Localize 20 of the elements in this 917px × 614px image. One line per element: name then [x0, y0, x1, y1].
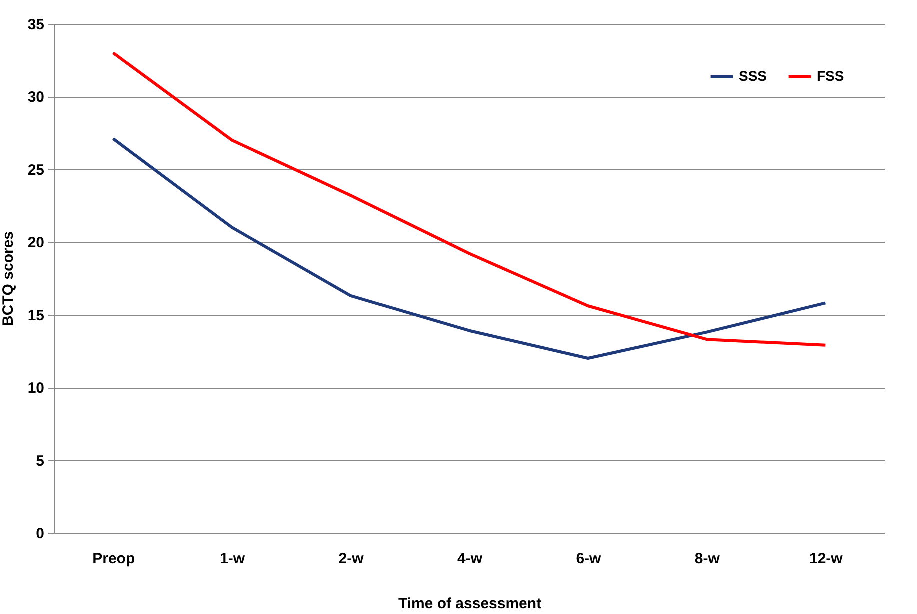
y-tick-label: 25: [28, 162, 44, 179]
x-tick-label: 12-w: [809, 550, 844, 568]
y-tick-label: 0: [36, 526, 44, 542]
line-series: [112, 137, 828, 360]
x-tick-label: 2-w: [338, 550, 364, 568]
x-tick-label: 1-w: [220, 550, 246, 568]
y-tick-label: 20: [28, 234, 44, 252]
x-tick-label: 8-w: [694, 550, 720, 568]
y-tick-label: 35: [28, 16, 44, 34]
y-axis-title: BCTQ scores: [0, 231, 17, 327]
y-tick-label: 15: [28, 307, 44, 324]
x-tick-label: Preop: [92, 550, 136, 568]
legend-label: SSS: [739, 68, 768, 84]
x-axis-title: Time of assessment: [398, 596, 542, 612]
x-tick-label: 6-w: [576, 550, 602, 568]
legend-label: FSS: [817, 68, 844, 84]
y-tick-label: 30: [28, 89, 44, 106]
y-tick-label: 10: [28, 380, 44, 398]
x-tick-label: 4-w: [457, 550, 483, 568]
y-tick-label: 5: [36, 452, 44, 470]
